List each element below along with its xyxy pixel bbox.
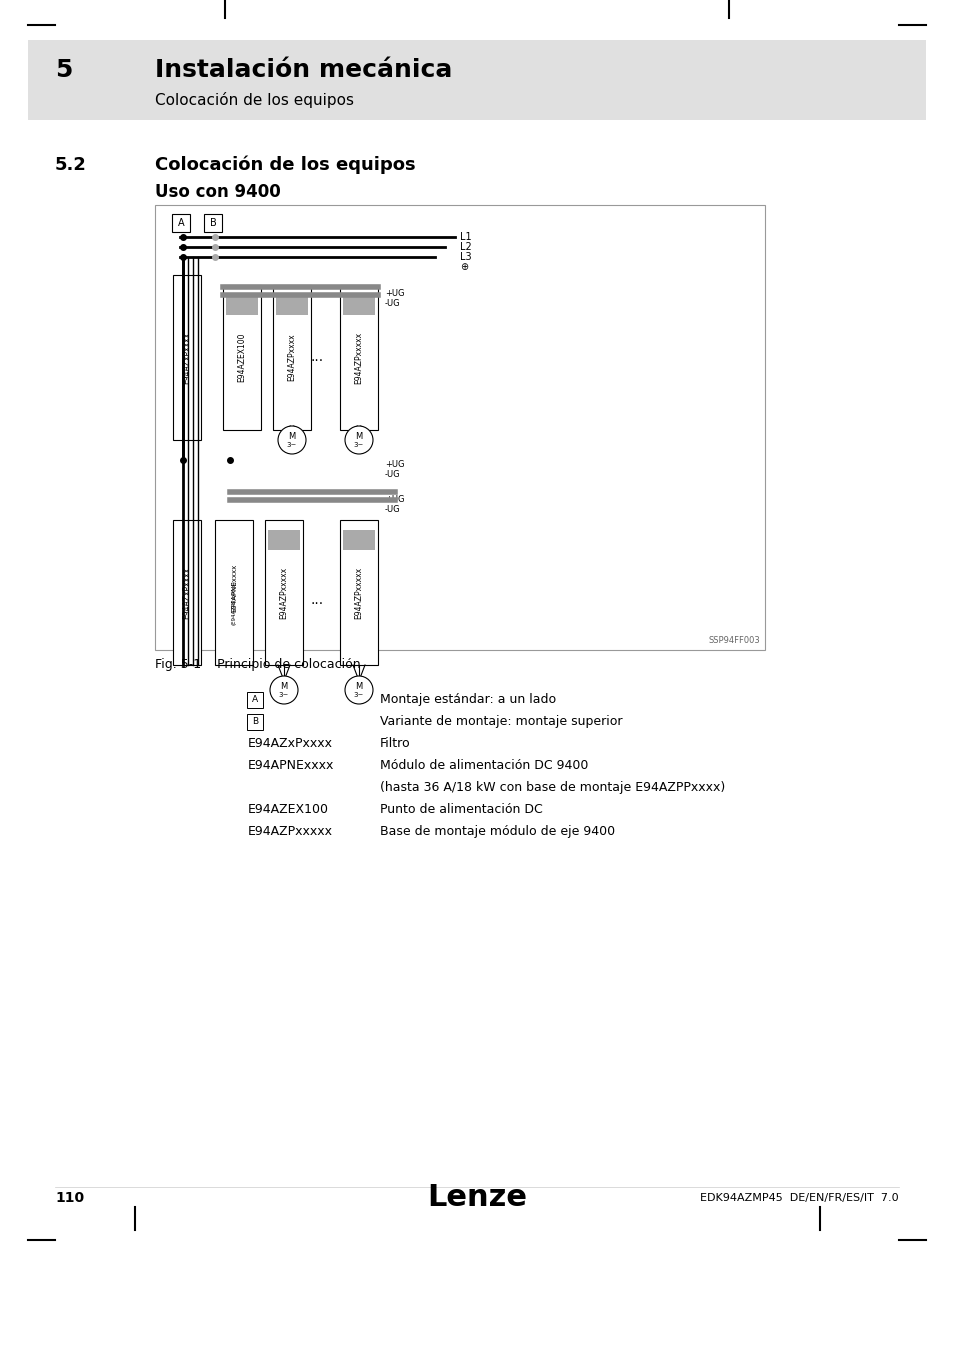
Circle shape <box>345 676 373 703</box>
Text: E94APNExxxx: E94APNExxxx <box>248 760 334 772</box>
Text: M: M <box>355 432 362 441</box>
Text: EDK94AZMP45  DE/EN/FR/ES/IT  7.0: EDK94AZMP45 DE/EN/FR/ES/IT 7.0 <box>700 1193 898 1203</box>
Text: 110: 110 <box>55 1191 84 1206</box>
Text: Módulo de alimentación DC 9400: Módulo de alimentación DC 9400 <box>379 760 588 772</box>
Bar <box>172 275 201 440</box>
Bar <box>265 520 303 666</box>
FancyBboxPatch shape <box>247 714 263 730</box>
Text: Colocación de los equipos: Colocación de los equipos <box>154 155 416 174</box>
Text: -UG: -UG <box>385 298 400 308</box>
Bar <box>339 520 377 666</box>
Text: L3: L3 <box>459 252 471 262</box>
Text: SSP94FF003: SSP94FF003 <box>707 636 760 645</box>
Bar <box>214 520 253 666</box>
Bar <box>223 285 261 431</box>
Text: Filtro: Filtro <box>379 737 410 751</box>
Text: 3~: 3~ <box>278 693 289 698</box>
Text: E94AZPxxxxx: E94AZPxxxxx <box>355 332 363 383</box>
Text: Variante de montaje: montaje superior: Variante de montaje: montaje superior <box>379 716 622 729</box>
Text: -UG: -UG <box>385 505 400 514</box>
Text: E94AZxPxxxx: E94AZxPxxxx <box>182 332 192 383</box>
Text: Colocación de los equipos: Colocación de los equipos <box>154 92 354 108</box>
Text: +UG: +UG <box>385 495 404 505</box>
Text: ...: ... <box>310 350 323 365</box>
Bar <box>273 285 311 431</box>
Text: E94AZEX100: E94AZEX100 <box>248 803 329 817</box>
FancyBboxPatch shape <box>247 693 263 707</box>
Text: E94AZEX100: E94AZEX100 <box>237 332 246 382</box>
Text: (E94AZPPxxxxx): (E94AZPPxxxxx) <box>232 580 236 625</box>
Text: Fig. 5-1    Principio de colocación: Fig. 5-1 Principio de colocación <box>154 659 360 671</box>
Text: Base de montaje módulo de eje 9400: Base de montaje módulo de eje 9400 <box>379 825 615 838</box>
Text: 3~: 3~ <box>354 441 364 448</box>
Text: Lenze: Lenze <box>427 1184 526 1212</box>
Circle shape <box>277 427 306 454</box>
Text: E94AZPxxxxx: E94AZPxxxxx <box>279 567 288 618</box>
Bar <box>343 296 375 315</box>
Text: B: B <box>252 717 258 726</box>
FancyBboxPatch shape <box>204 215 222 232</box>
Circle shape <box>270 676 297 703</box>
Text: +UG: +UG <box>385 460 404 470</box>
Text: L2: L2 <box>459 242 471 252</box>
Text: 3~: 3~ <box>354 693 364 698</box>
Text: B: B <box>210 217 216 228</box>
Bar <box>154 205 764 649</box>
Text: 5: 5 <box>55 58 72 82</box>
Bar <box>172 520 201 666</box>
Text: Punto de alimentación DC: Punto de alimentación DC <box>379 803 542 817</box>
Text: M: M <box>280 683 287 691</box>
Text: -UG: -UG <box>385 471 400 479</box>
Text: (hasta 36 A/18 kW con base de montaje E94AZPPxxxx): (hasta 36 A/18 kW con base de montaje E9… <box>379 782 724 795</box>
Text: Uso con 9400: Uso con 9400 <box>154 184 280 201</box>
Text: E94AZxPxxxx: E94AZxPxxxx <box>248 737 333 751</box>
Bar <box>339 285 377 431</box>
Bar <box>268 531 299 549</box>
Text: L1: L1 <box>459 232 471 242</box>
Bar <box>343 531 375 549</box>
Text: E94AZxPxxxx: E94AZxPxxxx <box>182 567 192 618</box>
Text: Instalación mecánica: Instalación mecánica <box>154 58 452 82</box>
Bar <box>28 40 925 120</box>
Text: M: M <box>288 432 295 441</box>
Text: E94AZPxxxxx: E94AZPxxxxx <box>248 825 333 838</box>
Bar <box>226 296 257 315</box>
Bar <box>275 296 308 315</box>
Circle shape <box>345 427 373 454</box>
Text: ⊕: ⊕ <box>459 262 468 271</box>
Text: ...: ... <box>310 593 323 608</box>
Text: Montaje estándar: a un lado: Montaje estándar: a un lado <box>379 694 556 706</box>
Text: A: A <box>252 695 258 705</box>
Text: E94APNExxxx: E94APNExxxx <box>231 563 236 612</box>
Text: 3~: 3~ <box>287 441 297 448</box>
Text: E94AZPxxxxx: E94AZPxxxxx <box>355 567 363 618</box>
Text: M: M <box>355 683 362 691</box>
Text: E94AZPxxxx: E94AZPxxxx <box>287 333 296 381</box>
Text: 5.2: 5.2 <box>55 157 87 174</box>
Text: A: A <box>177 217 184 228</box>
FancyBboxPatch shape <box>172 215 190 232</box>
Text: +UG: +UG <box>385 289 404 297</box>
